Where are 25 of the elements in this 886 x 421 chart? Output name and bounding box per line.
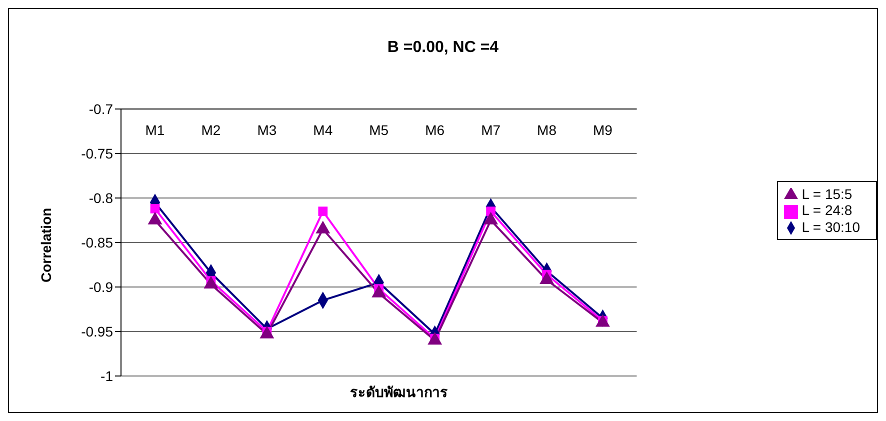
point: [150, 204, 160, 214]
x-tick-label: M9: [593, 122, 613, 138]
y-tick-label: -0.7: [88, 100, 114, 117]
x-tick-label: M1: [145, 122, 165, 138]
x-tick-label: M4: [313, 122, 333, 138]
y-tick-label: -0.85: [81, 234, 114, 250]
y-tick-label: -1: [100, 368, 114, 384]
x-tick-label: M6: [425, 122, 445, 138]
x-tick-label: M8: [537, 122, 557, 138]
y-tick-label: -0.95: [81, 323, 114, 340]
x-tick-label: M3: [257, 122, 277, 138]
x-tick-label: M7: [481, 122, 501, 138]
y-tick-label: -0.75: [81, 145, 114, 162]
point: [318, 206, 328, 216]
x-tick-label: M5: [369, 122, 389, 138]
y-tick-label: -0.9: [88, 278, 114, 295]
legend-label: L = 30:10: [802, 218, 860, 235]
x-tick-label: M2: [201, 122, 221, 138]
point: [428, 332, 442, 345]
chart-title: B =0.00, NC =4: [386, 39, 500, 57]
legend-label: L = 15:5: [802, 186, 852, 202]
y-tick-label: -0.8: [88, 190, 114, 206]
x-axis-title: ระดับพัฒนาการ: [350, 384, 448, 400]
legend-label: L = 24:8: [802, 202, 852, 218]
y-axis-title: Correlation: [38, 208, 54, 282]
